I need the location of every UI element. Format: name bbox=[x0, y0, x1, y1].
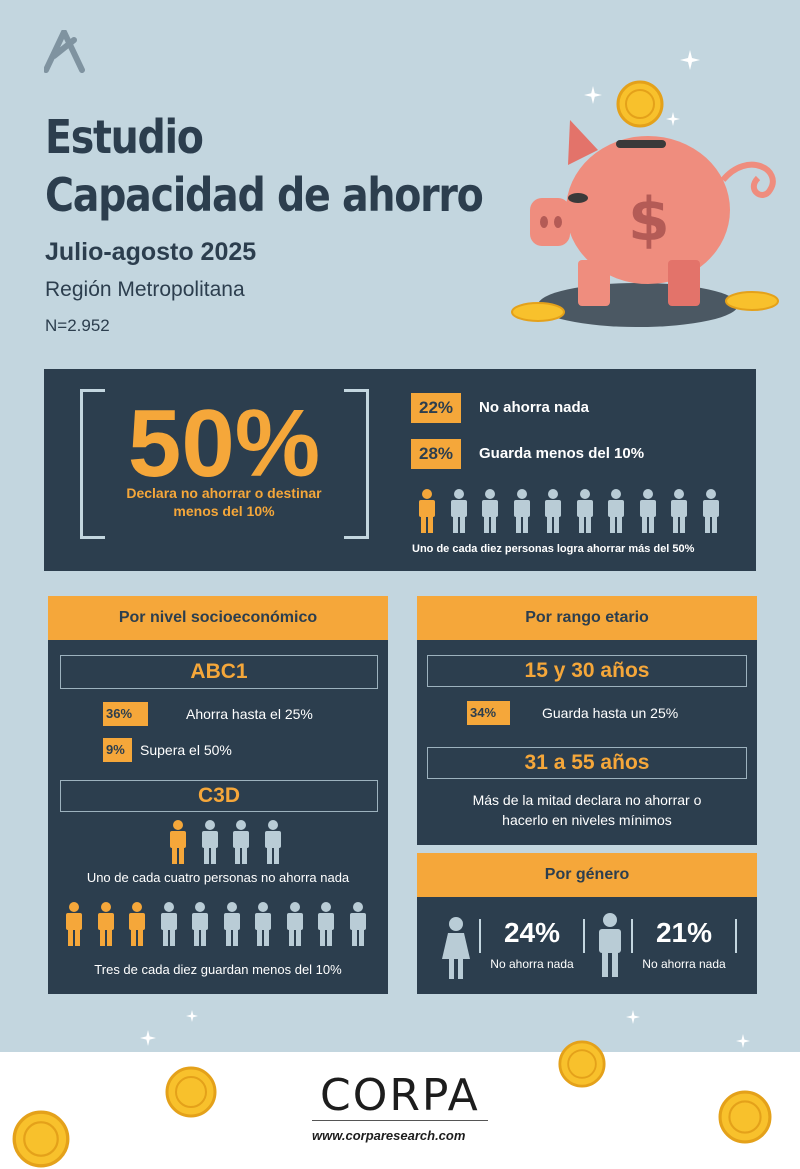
corpa-mark-icon bbox=[44, 30, 85, 73]
bracket-left bbox=[80, 389, 105, 539]
age-group1-pct: 34% bbox=[467, 701, 510, 725]
age-group2-text: Más de la mitad declara no ahorrar o hac… bbox=[472, 792, 702, 828]
person-icon bbox=[480, 489, 500, 533]
person-icon bbox=[222, 902, 242, 946]
page-title: Estudio Capacidad de ahorro bbox=[45, 110, 484, 222]
people-row-c3d-1 bbox=[168, 820, 294, 864]
person-icon bbox=[168, 820, 188, 864]
abc1-label-1: Ahorra hasta el 25% bbox=[186, 706, 313, 722]
female-pct: 24% bbox=[503, 917, 561, 948]
people-row-summary bbox=[417, 489, 732, 533]
coin-icon bbox=[165, 1066, 217, 1118]
person-icon bbox=[669, 489, 689, 533]
abc1-pct-1: 36% bbox=[103, 702, 148, 726]
period-subtitle: Julio-agosto 2025 bbox=[45, 238, 257, 266]
bracket-right bbox=[344, 389, 369, 539]
abc1-label: ABC1 bbox=[60, 655, 378, 689]
section-header-socioeconomic: Por nivel socioeconómico bbox=[48, 596, 388, 640]
sparkle-icon bbox=[666, 112, 680, 126]
footer-divider bbox=[312, 1120, 488, 1121]
sample-size: N=2.952 bbox=[45, 316, 110, 335]
c3d-caption-2: Tres de cada diez guardan menos del 10% bbox=[94, 962, 342, 977]
person-icon bbox=[606, 489, 626, 533]
section-header-age: Por rango etario bbox=[417, 596, 757, 640]
age-group1-label: 15 y 30 años bbox=[427, 655, 747, 687]
male-bracket bbox=[631, 919, 737, 953]
person-icon bbox=[190, 902, 210, 946]
person-icon bbox=[253, 902, 273, 946]
summary-pct-2: 28% bbox=[411, 439, 461, 469]
headline-percentage: 50% bbox=[127, 390, 321, 497]
woman-icon bbox=[442, 917, 470, 979]
man-icon bbox=[599, 913, 621, 977]
person-icon bbox=[449, 489, 469, 533]
people-row-c3d-2 bbox=[64, 902, 379, 946]
person-icon bbox=[417, 489, 437, 533]
abc1-pct-2: 9% bbox=[103, 738, 132, 762]
footer-url[interactable]: www.corparesearch.com bbox=[312, 1128, 466, 1143]
sparkle-icon bbox=[626, 1010, 640, 1024]
person-icon bbox=[638, 489, 658, 533]
coin-icon bbox=[718, 1090, 772, 1144]
male-label: No ahorra nada bbox=[642, 957, 726, 971]
abc1-label-2: Supera el 50% bbox=[140, 742, 232, 758]
summary-label-1: No ahorra nada bbox=[479, 399, 590, 416]
svg-text:$: $ bbox=[628, 185, 670, 255]
person-icon bbox=[96, 902, 116, 946]
age-group2-label: 31 a 55 años bbox=[427, 747, 747, 779]
summary-panel: 50% Declara no ahorrar o destinar menos … bbox=[44, 369, 756, 571]
male-pct: 21% bbox=[655, 917, 713, 948]
coin-icon bbox=[12, 1110, 70, 1168]
person-icon bbox=[701, 489, 721, 533]
summary-pct-1: 22% bbox=[411, 393, 461, 423]
person-icon bbox=[231, 820, 251, 864]
age-group1-text: Guarda hasta un 25% bbox=[542, 705, 679, 721]
section-header-gender: Por género bbox=[417, 853, 757, 897]
socioeconomic-panel: ABC1 36% Ahorra hasta el 25% 9% Supera e… bbox=[48, 640, 388, 994]
person-icon bbox=[348, 902, 368, 946]
person-icon bbox=[543, 489, 563, 533]
sparkle-icon bbox=[680, 50, 700, 70]
person-icon bbox=[575, 489, 595, 533]
c3d-caption-1: Uno de cada cuatro personas no ahorra na… bbox=[86, 870, 350, 885]
footer: CORPA www.corparesearch.com bbox=[0, 1052, 800, 1169]
coin-icon bbox=[558, 1040, 606, 1088]
person-icon bbox=[200, 820, 220, 864]
person-icon bbox=[263, 820, 283, 864]
person-icon bbox=[64, 902, 84, 946]
sparkle-icon bbox=[186, 1010, 198, 1022]
sparkle-icon bbox=[584, 86, 602, 104]
person-icon bbox=[127, 902, 147, 946]
person-icon bbox=[316, 902, 336, 946]
region-label: Región Metropolitana bbox=[45, 278, 245, 301]
sparkle-icon bbox=[736, 1034, 750, 1048]
summary-label-2: Guarda menos del 10% bbox=[479, 445, 645, 462]
headline-caption: Declara no ahorrar o destinar menos del … bbox=[126, 485, 322, 519]
people-caption-summary: Uno de cada diez personas logra ahorrar … bbox=[412, 543, 695, 555]
female-bracket bbox=[479, 919, 585, 953]
piggy-bank-icon: $ bbox=[511, 80, 779, 327]
sparkle-icon bbox=[140, 1030, 156, 1046]
female-label: No ahorra nada bbox=[490, 957, 574, 971]
person-icon bbox=[512, 489, 532, 533]
corpa-logo: CORPA bbox=[320, 1070, 480, 1121]
person-icon bbox=[285, 902, 305, 946]
gender-panel: 24% No ahorra nada 21% No ahorra nada bbox=[417, 897, 757, 994]
person-icon bbox=[159, 902, 179, 946]
c3d-label: C3D bbox=[60, 780, 378, 812]
age-panel: 15 y 30 años 34% Guarda hasta un 25% 31 … bbox=[417, 640, 757, 845]
